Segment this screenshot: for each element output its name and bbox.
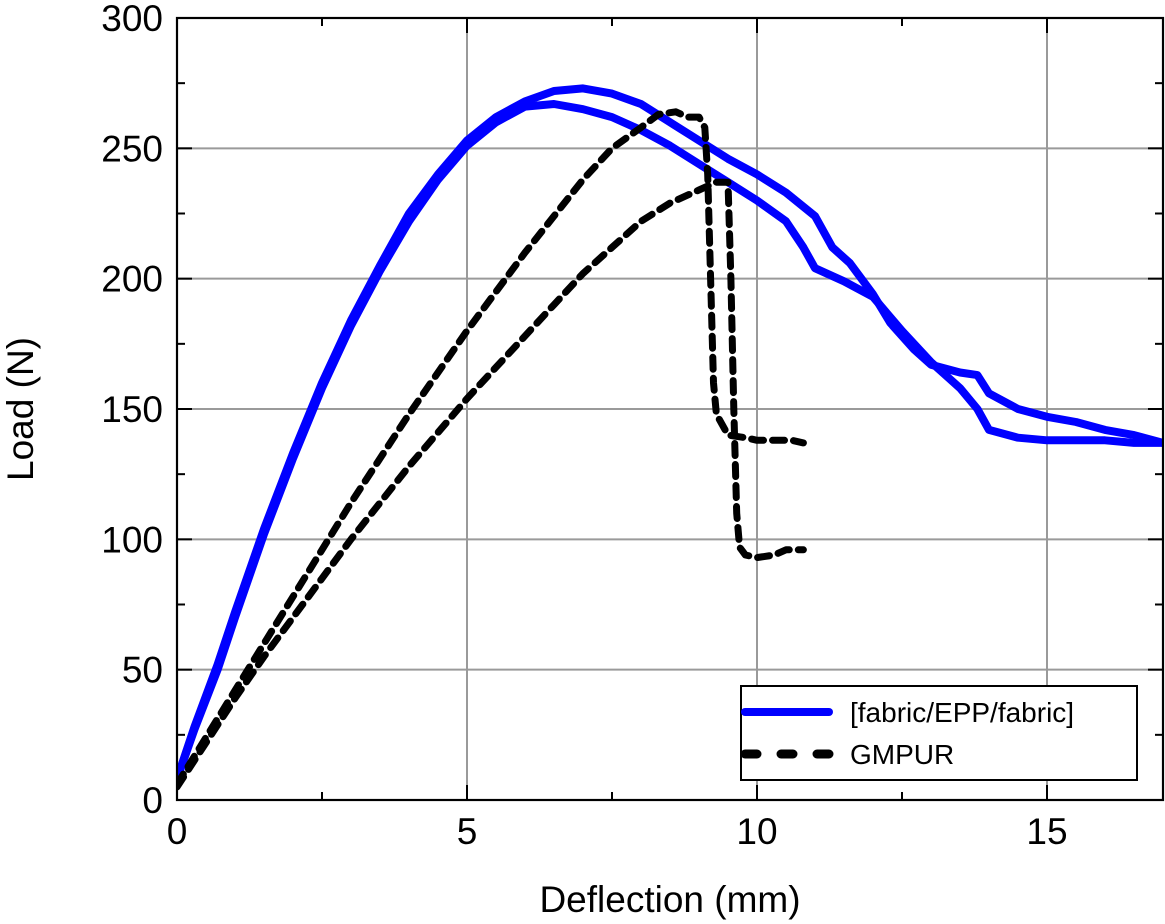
y-tick-label: 50 xyxy=(122,650,163,691)
series-line-3 xyxy=(177,178,807,791)
series-group xyxy=(177,84,1163,791)
legend-label: GMPUR xyxy=(850,739,954,770)
x-axis-title: Deflection (mm) xyxy=(539,879,800,920)
y-tick-labels: 0 50 100 150 200 250 300 xyxy=(101,0,163,821)
x-tick-label: 10 xyxy=(736,811,777,852)
x-tick-label: 5 xyxy=(457,811,478,852)
y-tick-label: 200 xyxy=(101,259,163,300)
axis-ticks xyxy=(176,17,1163,801)
x-tick-label: 15 xyxy=(1026,811,1067,852)
series-line-1 xyxy=(177,100,1163,784)
legend-label: [fabric/EPP/fabric] xyxy=(850,697,1074,728)
y-tick-label: 100 xyxy=(101,519,163,560)
grid-lines xyxy=(177,18,1163,800)
y-tick-label: 300 xyxy=(101,0,163,39)
legend: [fabric/EPP/fabric] GMPUR xyxy=(740,685,1138,781)
legend-box xyxy=(740,685,1138,781)
y-tick-label: 250 xyxy=(101,128,163,169)
x-tick-label: 0 xyxy=(167,811,188,852)
y-tick-label: 150 xyxy=(101,389,163,430)
y-tick-label: 0 xyxy=(142,780,163,821)
x-tick-labels: 0 5 10 15 xyxy=(167,811,1068,852)
series-line-2 xyxy=(177,108,807,788)
y-axis-title: Load (N) xyxy=(0,337,41,481)
